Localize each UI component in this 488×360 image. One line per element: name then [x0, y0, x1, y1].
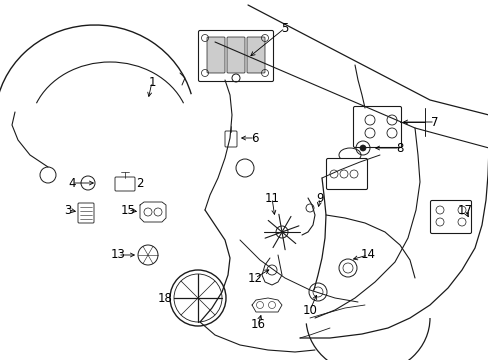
Text: 1: 1 — [148, 76, 156, 89]
Text: 4: 4 — [68, 176, 76, 189]
Text: 17: 17 — [457, 203, 471, 216]
FancyBboxPatch shape — [429, 201, 470, 234]
Text: 9: 9 — [316, 192, 323, 204]
Circle shape — [359, 145, 365, 151]
FancyBboxPatch shape — [224, 131, 237, 147]
FancyBboxPatch shape — [246, 37, 264, 73]
Text: 16: 16 — [250, 319, 265, 332]
Text: 2: 2 — [136, 176, 143, 189]
Ellipse shape — [338, 148, 360, 162]
FancyBboxPatch shape — [115, 177, 135, 191]
FancyBboxPatch shape — [78, 203, 94, 223]
Text: 10: 10 — [302, 303, 317, 316]
Text: 13: 13 — [110, 248, 125, 261]
Text: 5: 5 — [281, 22, 288, 35]
FancyBboxPatch shape — [326, 158, 367, 189]
FancyBboxPatch shape — [226, 37, 244, 73]
Text: 14: 14 — [360, 248, 375, 261]
Text: 11: 11 — [264, 192, 279, 204]
Text: 7: 7 — [430, 116, 438, 129]
FancyBboxPatch shape — [353, 107, 401, 148]
Text: 3: 3 — [64, 203, 72, 216]
Text: 8: 8 — [395, 141, 403, 154]
Text: 12: 12 — [247, 271, 262, 284]
Text: 15: 15 — [121, 203, 135, 216]
Text: 6: 6 — [251, 131, 258, 144]
FancyBboxPatch shape — [198, 31, 273, 81]
Text: 18: 18 — [157, 292, 172, 305]
FancyBboxPatch shape — [206, 37, 224, 73]
